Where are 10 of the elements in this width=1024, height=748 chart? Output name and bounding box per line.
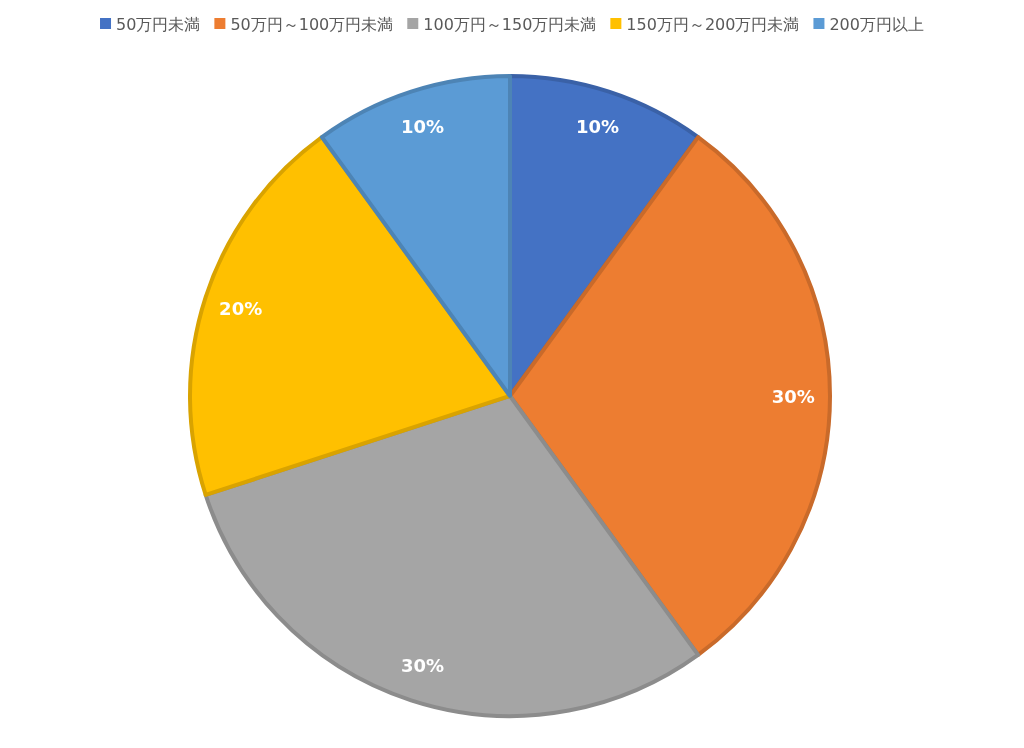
data-label: 10% [400, 116, 445, 138]
legend-label: 50万円～100万円未満 [230, 14, 394, 34]
data-label: 10% [575, 116, 620, 138]
legend-label: 100万円～150万円未満 [423, 14, 597, 34]
legend-label: 50万円未満 [116, 14, 201, 34]
legend-label: 150万円～200万円未満 [626, 14, 800, 34]
data-label: 30% [771, 385, 815, 407]
legend-label: 200万円以上 [829, 14, 924, 34]
data-label: 30% [400, 654, 445, 676]
data-label: 20% [219, 297, 263, 319]
